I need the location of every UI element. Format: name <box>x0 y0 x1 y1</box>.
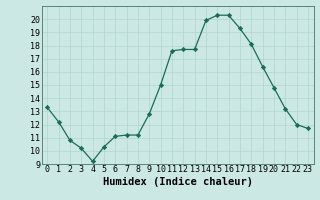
X-axis label: Humidex (Indice chaleur): Humidex (Indice chaleur) <box>103 177 252 187</box>
